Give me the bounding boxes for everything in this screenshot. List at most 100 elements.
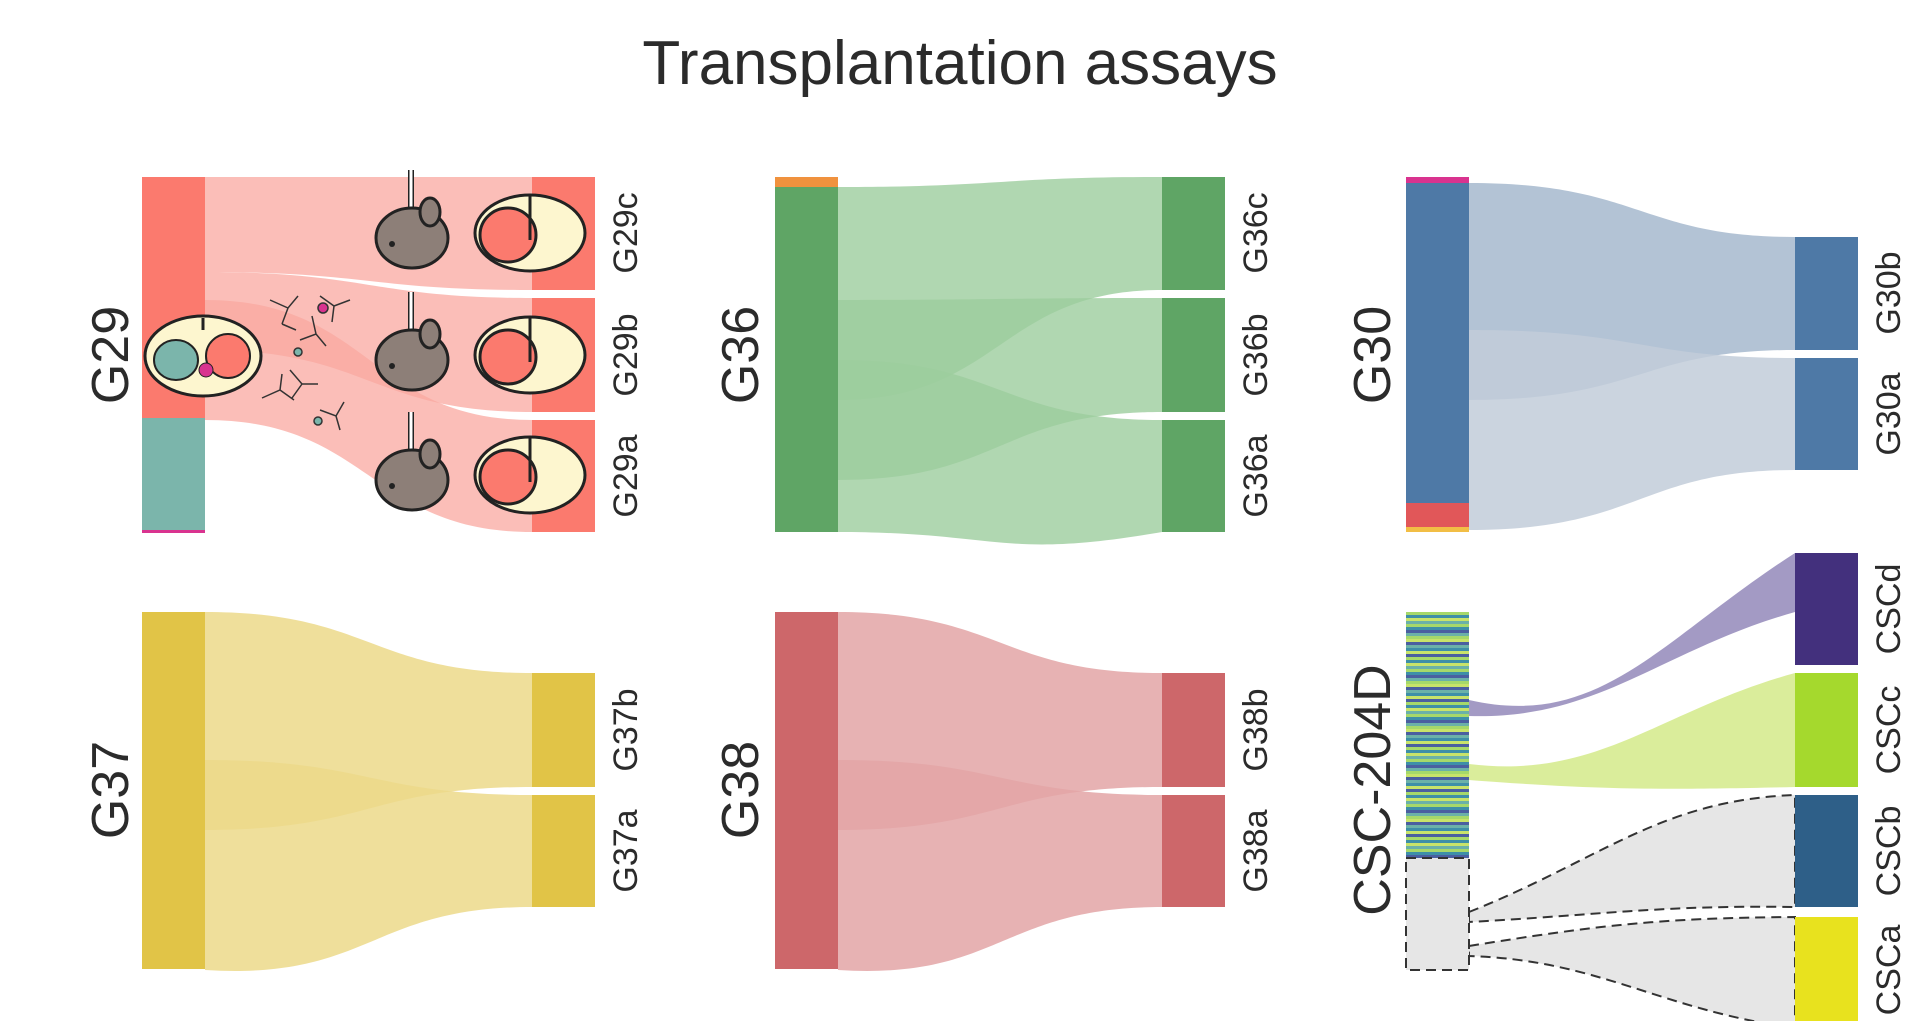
source-stripe — [1406, 648, 1469, 651]
source-stripe — [1406, 774, 1469, 777]
source-stripe — [1406, 717, 1469, 720]
target-bar-g37a — [532, 795, 595, 907]
mouse-injection-icon-c — [374, 170, 450, 270]
source-label-g30: G30 — [1344, 306, 1402, 404]
source-stripe — [1406, 666, 1469, 669]
source-bar-g36-green — [775, 187, 838, 532]
flow-g30-to-g30a — [1469, 330, 1795, 530]
source-label-g29: G29 — [82, 306, 140, 404]
source-bar-g29-teal — [142, 418, 205, 530]
source-stripe — [1406, 804, 1469, 807]
target-label-g37b: G37b — [607, 688, 645, 771]
source-stripe — [1406, 699, 1469, 702]
source-stripe — [1406, 810, 1469, 813]
target-label-csca: CSCa — [1870, 925, 1908, 1016]
source-stripe — [1406, 852, 1469, 855]
source-stripe — [1406, 624, 1469, 627]
brain-section-icon — [143, 314, 263, 398]
source-stripe — [1406, 720, 1469, 723]
brain-section-icon-b — [473, 315, 587, 395]
source-stripe — [1406, 681, 1469, 684]
source-stripe — [1406, 660, 1469, 663]
panel-g38: G38 G38b G38a — [712, 612, 1275, 971]
mouse-injection-icon-b — [374, 292, 450, 392]
source-stripe — [1406, 807, 1469, 810]
target-label-g30b: G30b — [1870, 251, 1908, 334]
flow-g38-to-g38a — [838, 760, 1162, 971]
source-stripe — [1406, 690, 1469, 693]
panel-g29: G29 G29c G29b G29a — [82, 170, 645, 533]
source-stripe — [1406, 618, 1469, 621]
source-label-g36: G36 — [712, 306, 770, 404]
source-stripe — [1406, 663, 1469, 666]
source-stripe — [1406, 708, 1469, 711]
brain-section-icon-a — [473, 435, 587, 515]
flow-g29-to-g29c — [205, 177, 532, 290]
source-stripe — [1406, 633, 1469, 636]
flow-csc-to-csca — [1468, 915, 1796, 1021]
flow-g37-to-g37a — [205, 760, 532, 971]
source-stripe — [1406, 822, 1469, 825]
target-label-g29a: G29a — [607, 434, 645, 517]
source-stripe — [1406, 753, 1469, 756]
source-stripe — [1406, 738, 1469, 741]
source-bar-g29-magenta — [142, 530, 205, 533]
source-stripe — [1406, 693, 1469, 696]
source-stripe — [1406, 639, 1469, 642]
source-bar-csc-204d-unassigned — [1405, 857, 1470, 971]
source-stripe — [1406, 672, 1469, 675]
source-stripe — [1406, 741, 1469, 744]
source-stripe — [1406, 627, 1469, 630]
source-bar-g30-yellow — [1406, 527, 1469, 532]
source-stripe — [1406, 831, 1469, 834]
source-stripe — [1406, 657, 1469, 660]
source-stripe — [1406, 771, 1469, 774]
source-stripe — [1406, 747, 1469, 750]
target-label-g29b: G29b — [607, 313, 645, 396]
source-stripe — [1406, 768, 1469, 771]
target-label-cscb: CSCb — [1870, 806, 1908, 897]
source-stripe — [1406, 711, 1469, 714]
target-bar-g30b — [1795, 237, 1858, 350]
source-stripe — [1406, 795, 1469, 798]
source-stripe — [1406, 750, 1469, 753]
source-stripe — [1406, 801, 1469, 804]
source-bar-g30-magenta — [1406, 177, 1469, 183]
source-stripe — [1406, 729, 1469, 732]
target-label-g37a: G37a — [607, 809, 645, 892]
source-bar-g37 — [142, 612, 205, 969]
source-stripe — [1406, 759, 1469, 762]
source-stripe — [1406, 723, 1469, 726]
source-stripe — [1406, 765, 1469, 768]
source-stripe — [1406, 732, 1469, 735]
source-stripe — [1406, 654, 1469, 657]
source-stripe — [1406, 825, 1469, 828]
source-stripe — [1406, 735, 1469, 738]
source-stripe — [1406, 792, 1469, 795]
source-stripe — [1406, 834, 1469, 837]
source-stripe — [1406, 612, 1469, 615]
source-stripe — [1406, 636, 1469, 639]
source-label-g37: G37 — [82, 741, 140, 839]
source-stripe — [1406, 642, 1469, 645]
source-stripe — [1406, 756, 1469, 759]
source-bar-g30-red — [1406, 503, 1469, 527]
source-stripe — [1406, 714, 1469, 717]
panel-csc-204d: CSC-204D CSCd CSCc CSCb CSCa — [1344, 553, 1908, 1021]
source-stripe — [1406, 696, 1469, 699]
target-label-cscc: CSCc — [1870, 686, 1908, 775]
source-stripe — [1406, 780, 1469, 783]
panel-g37: G37 G37b G37a — [82, 612, 645, 971]
target-bar-cscb — [1795, 795, 1858, 907]
source-stripe — [1406, 813, 1469, 816]
source-stripe — [1406, 615, 1469, 618]
source-stripe — [1406, 684, 1469, 687]
target-bar-cscc — [1795, 673, 1858, 787]
target-label-g36a: G36a — [1237, 434, 1275, 517]
target-label-g30a: G30a — [1870, 372, 1908, 455]
target-label-g36b: G36b — [1237, 313, 1275, 396]
source-stripe — [1406, 849, 1469, 852]
source-label-g38: G38 — [712, 741, 770, 839]
